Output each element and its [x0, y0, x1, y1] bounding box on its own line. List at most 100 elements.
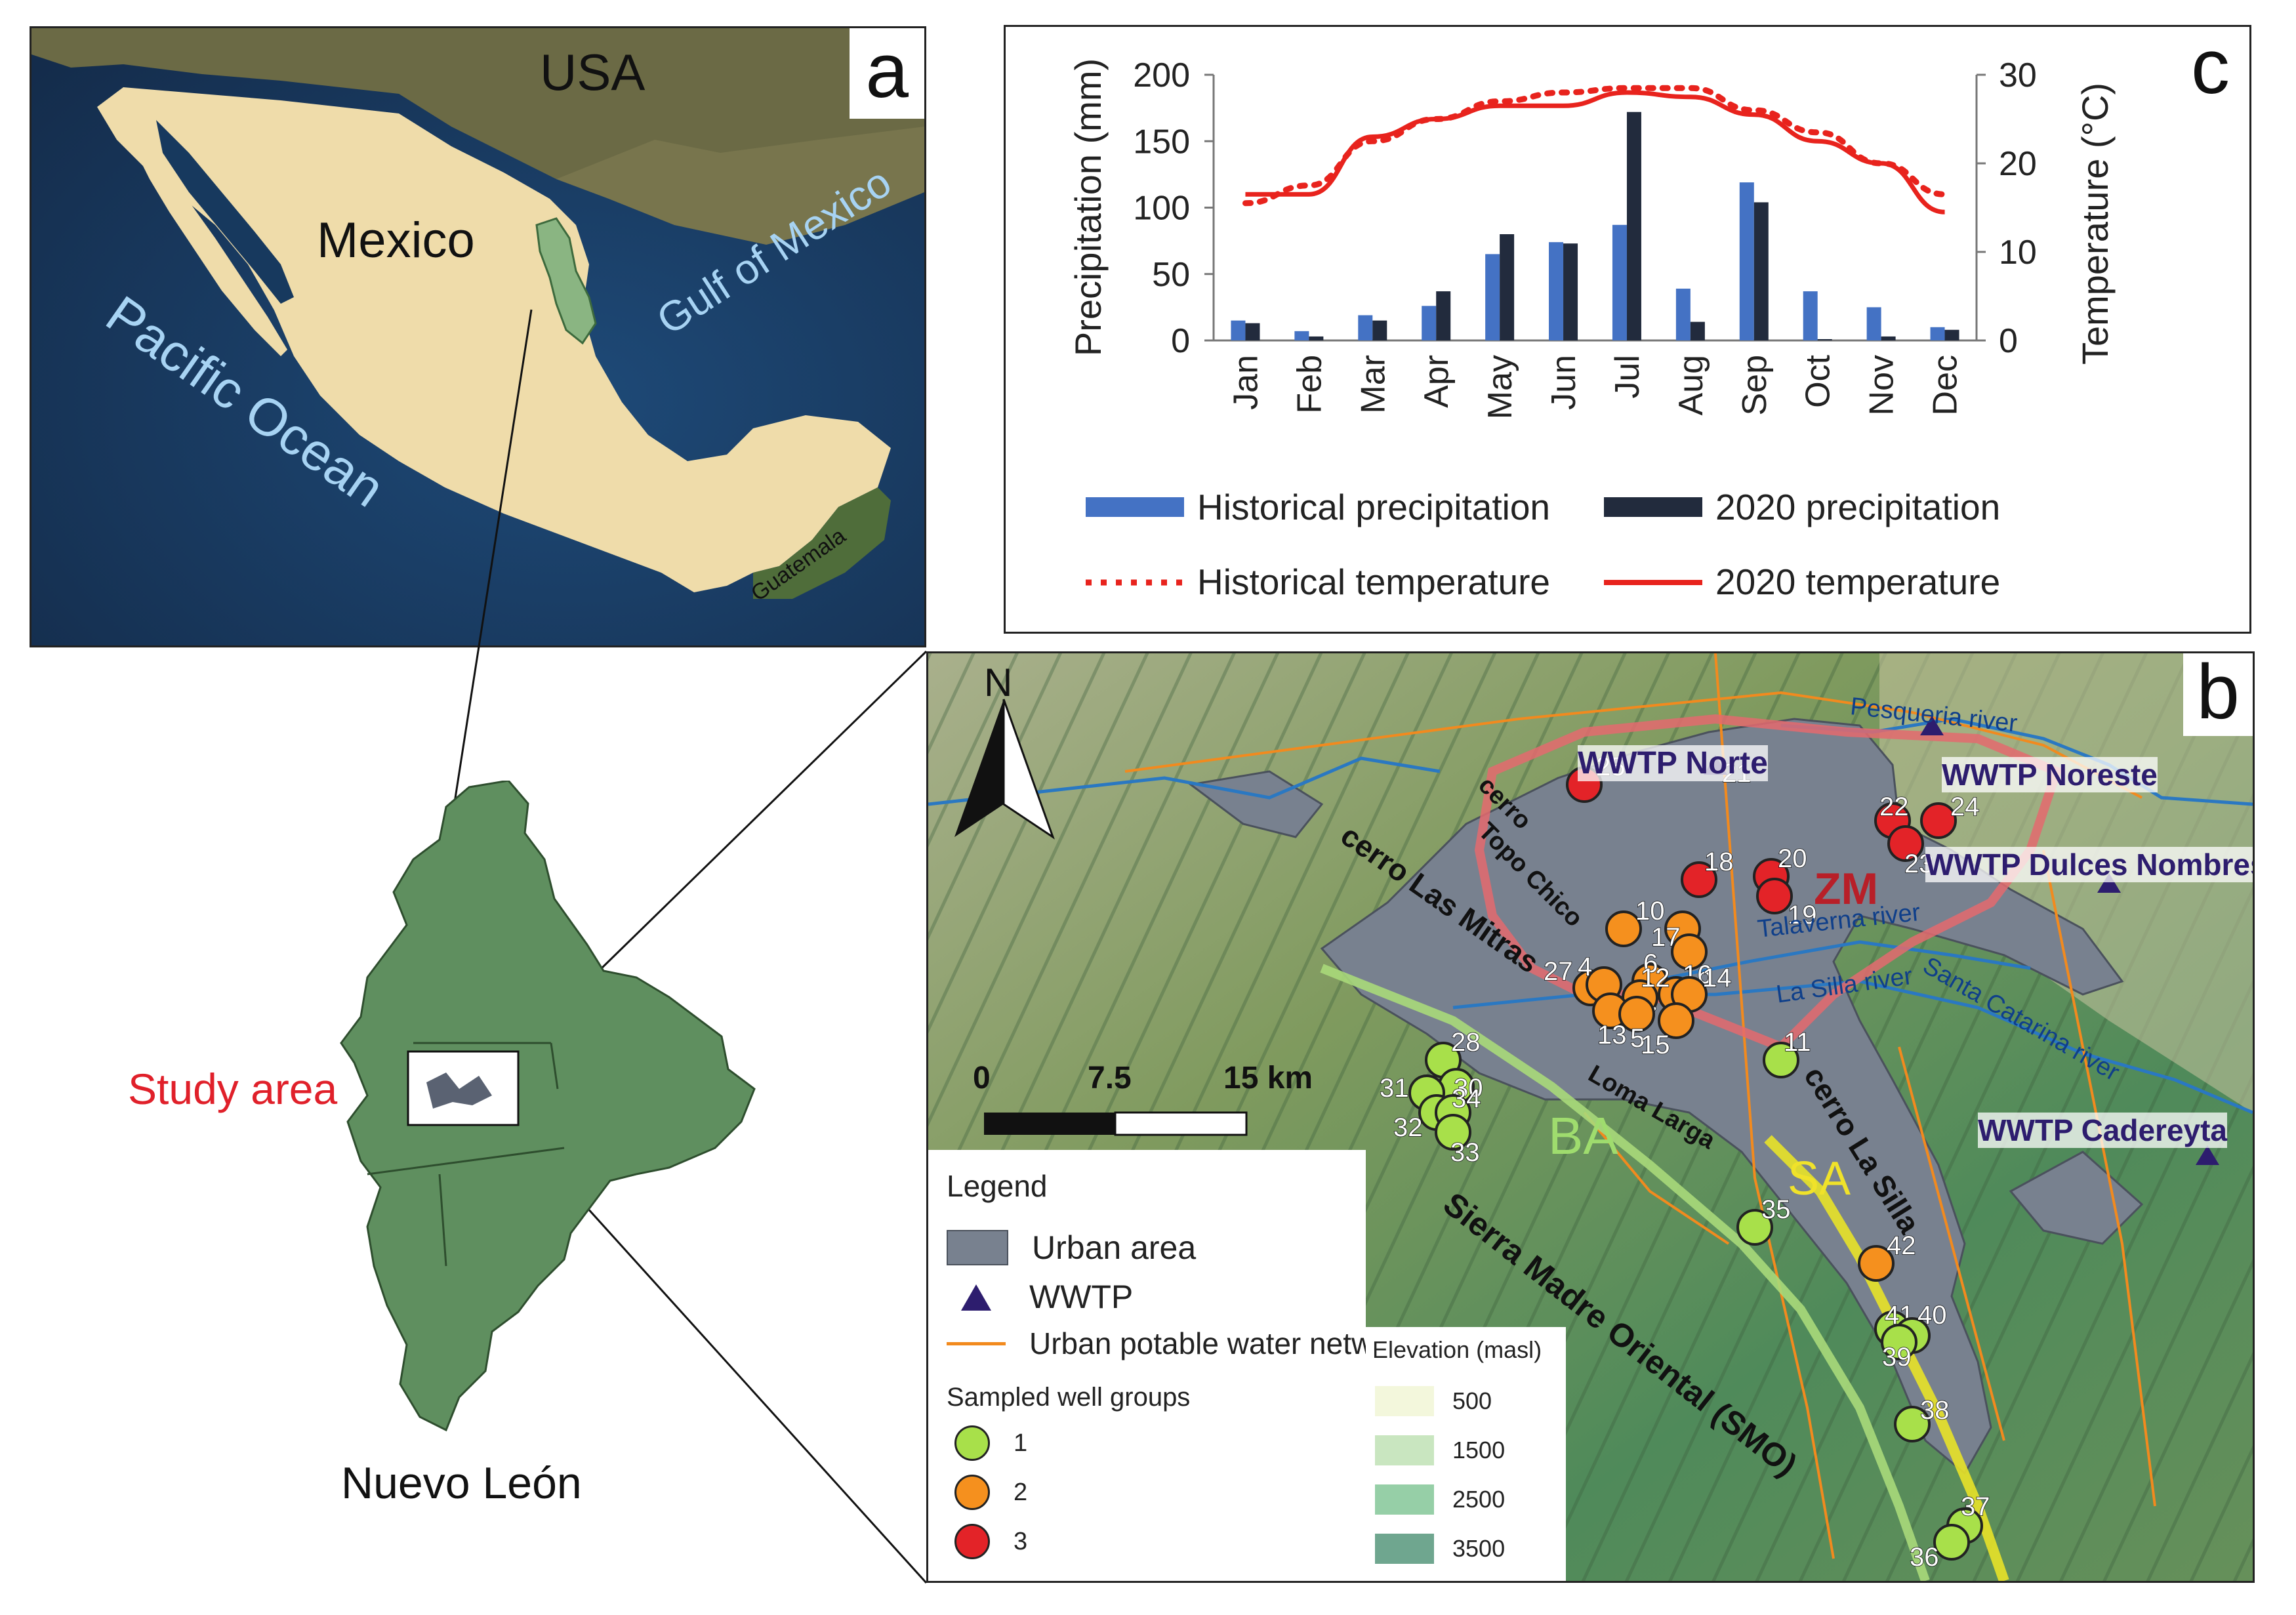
elevation-item-2500: 2500: [1375, 1484, 1505, 1515]
precip-bar: [1436, 291, 1451, 340]
well-label-24: 24: [1950, 792, 1980, 821]
elevation-500-swatch: [1375, 1386, 1434, 1416]
precip-bar: [1372, 320, 1387, 340]
well-label-12: 12: [1641, 964, 1670, 992]
well-label-14: 14: [1702, 964, 1732, 992]
legend-label-hist-precip: Historical precipitation: [1197, 487, 1550, 527]
groups-title: Sampled well groups: [947, 1383, 1191, 1412]
precip-bar: [1500, 234, 1515, 340]
zone-zm-label: ZM: [1814, 864, 1879, 914]
well-marker-11: [1763, 1042, 1799, 1078]
well-label-22: 22: [1879, 792, 1909, 821]
x-tick-label: Dec: [1927, 355, 1965, 415]
well-label-15: 15: [1641, 1031, 1670, 1059]
well-label-18: 18: [1704, 848, 1734, 876]
legend-group-3: 3: [954, 1524, 1027, 1559]
y-right-tick-label: 30: [1999, 56, 2037, 94]
wwtp-legend-icon: [961, 1284, 991, 1311]
well-label-6: 6: [1643, 949, 1658, 978]
well-label-35: 35: [1761, 1195, 1791, 1224]
well-label-20: 20: [1778, 844, 1807, 873]
precip-bar: [1231, 320, 1246, 340]
x-tick-label: Oct: [1799, 354, 1837, 407]
nuevo-leon-map: [340, 781, 756, 1432]
well-label-33: 33: [1450, 1138, 1480, 1167]
usa-label: USA: [540, 43, 646, 101]
y-left-tick-label: 100: [1133, 190, 1190, 228]
precip-bar: [1309, 336, 1324, 340]
well-marker-35: [1736, 1209, 1773, 1246]
x-tick-label: May: [1481, 355, 1519, 419]
well-marker-15: [1658, 1002, 1694, 1039]
zone-ba-label: BA: [1548, 1107, 1618, 1165]
well-label-34: 34: [1452, 1084, 1481, 1113]
wwtp-legend-label: WWTP: [1029, 1278, 1134, 1315]
precip-bar: [1817, 338, 1832, 340]
elevation-legend: Elevation (masl) 500 1500 2500 3500: [1366, 1327, 1566, 1581]
2020-temperature-line: [1245, 90, 1945, 215]
y-axis-left-label: Precipitation (mm): [1067, 58, 1109, 356]
well-marker-42: [1858, 1245, 1895, 1282]
scale-label-0: 0: [973, 1061, 991, 1095]
precip-bar: [1563, 243, 1578, 340]
well-label-28: 28: [1451, 1028, 1481, 1057]
group-1-dot: [954, 1425, 990, 1461]
well-label-13: 13: [1597, 1021, 1627, 1050]
elevation-item-500: 500: [1375, 1386, 1492, 1416]
mexico-label: Mexico: [317, 213, 475, 268]
nuevo-leon-label: Nuevo León: [341, 1458, 582, 1508]
elevation-item-1500: 1500: [1375, 1435, 1505, 1465]
well-label-10: 10: [1635, 897, 1665, 926]
y-left-tick-label: 50: [1152, 256, 1190, 294]
map-panel-a: USA Mexico Gulf of Mexico Pacific Ocean …: [30, 26, 926, 647]
well-label-19: 19: [1788, 901, 1817, 930]
precip-bar: [1944, 329, 1959, 340]
x-tick-label: Feb: [1290, 355, 1328, 414]
precip-bar: [1803, 291, 1818, 340]
precip-bar: [1675, 289, 1691, 340]
wwtp-noreste-label: WWTP Noreste: [1942, 757, 2158, 792]
y-right-tick-label: 0: [1999, 322, 2018, 360]
legend-label-hist-temp: Historical temperature: [1197, 562, 1550, 602]
well-label-40: 40: [1917, 1301, 1947, 1330]
well-marker-10: [1605, 910, 1642, 947]
well-label-39: 39: [1882, 1343, 1912, 1372]
wwtp-cadereyta-label: WWTP Cadereyta: [1978, 1113, 2228, 1148]
legend-item-network: Urban potable water network: [947, 1326, 1415, 1361]
well-label-38: 38: [1920, 1396, 1950, 1425]
x-tick-label: Jul: [1609, 355, 1647, 398]
well-label-31: 31: [1380, 1074, 1409, 1103]
well-label-4: 4: [1578, 952, 1592, 981]
legend-title: Legend: [947, 1169, 1048, 1203]
historical-temperature-line: [1242, 85, 1948, 207]
precip-bar: [1690, 321, 1705, 340]
legend-swatch-2020-precip: [1604, 497, 1702, 517]
group-2-dot: [954, 1475, 990, 1510]
elevation-2500-swatch: [1375, 1484, 1434, 1515]
network-legend-label: Urban potable water network: [1029, 1326, 1416, 1360]
precip-bar: [1549, 242, 1564, 340]
legend-item-urban-area: Urban area: [947, 1229, 1196, 1267]
elevation-3500-label: 3500: [1452, 1535, 1506, 1562]
wwtp-noreste-icon: [1920, 716, 1944, 735]
north-arrow-icon: [954, 699, 1055, 840]
urban-area-label: Urban area: [1032, 1229, 1197, 1266]
precip-bar: [1753, 202, 1769, 340]
x-tick-label: Sep: [1736, 355, 1774, 416]
precip-bar: [1739, 182, 1754, 340]
x-tick-label: Aug: [1672, 355, 1710, 416]
wwtp-dulces-label: WWTP Dulces Nombres: [1925, 847, 2253, 882]
well-marker-24: [1920, 802, 1957, 839]
elevation-3500-swatch: [1375, 1534, 1434, 1564]
well-label-17: 17: [1651, 923, 1681, 952]
climate-chart-panel: 0 50 100 150 200 0 10 20 30 Jan Feb Mar Apr May Jun Jul…: [1004, 25, 2251, 634]
zone-sa-label: SA: [1788, 1153, 1851, 1205]
group-1-label: 1: [1014, 1429, 1028, 1457]
legend-item-wwtp: WWTP: [947, 1278, 1133, 1316]
precip-bar: [1485, 254, 1500, 340]
y-left-tick-label: 200: [1133, 56, 1190, 94]
well-label-37: 37: [1961, 1492, 1990, 1521]
group-3-dot: [954, 1524, 990, 1559]
elevation-500-label: 500: [1452, 1387, 1492, 1414]
well-marker-5: [1618, 996, 1655, 1032]
